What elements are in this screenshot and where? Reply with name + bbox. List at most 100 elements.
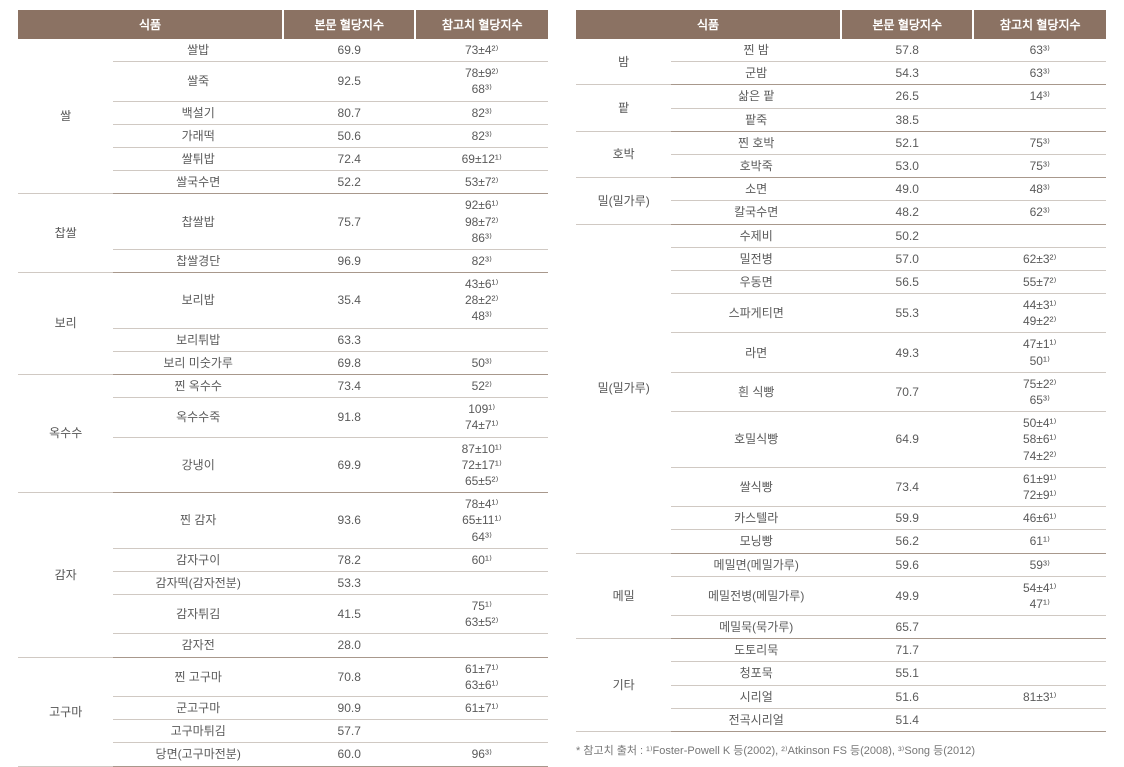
value2-cell: 60¹⁾: [415, 548, 548, 571]
food-cell: 메밀전병(메밀가루): [671, 576, 841, 615]
value2-cell: [973, 708, 1106, 731]
food-cell: 가래떡: [113, 124, 283, 147]
value2-cell: [415, 634, 548, 657]
value1-cell: 52.1: [841, 131, 974, 154]
header-food: 식품: [18, 10, 283, 39]
food-cell: 시리얼: [671, 685, 841, 708]
table-row: 쌀쌀밥69.973±4²⁾: [18, 39, 548, 62]
value2-cell: 62³⁾: [973, 201, 1106, 224]
value1-cell: 51.4: [841, 708, 974, 731]
value2-cell: 96³⁾: [415, 743, 548, 766]
value1-cell: 70.7: [841, 372, 974, 411]
food-cell: 전곡시리얼: [671, 708, 841, 731]
value1-cell: 52.2: [283, 171, 416, 194]
food-cell: 카스텔라: [671, 507, 841, 530]
value1-cell: 56.2: [841, 530, 974, 553]
table-row: 감자찐 감자93.678±4¹⁾65±11¹⁾64³⁾: [18, 493, 548, 549]
value2-cell: 81±3¹⁾: [973, 685, 1106, 708]
right-column: 식품 본문 혈당지수 참고치 혈당지수 밤찐 밤57.863³⁾군밤54.363…: [576, 10, 1106, 767]
table-row: 메밀메밀면(메밀가루)59.659³⁾: [576, 553, 1106, 576]
value1-cell: 57.0: [841, 247, 974, 270]
food-cell: 찹쌀경단: [113, 249, 283, 272]
food-cell: 메밀묵(묵가루): [671, 616, 841, 639]
value1-cell: 64.9: [841, 412, 974, 468]
food-cell: 보리튀밥: [113, 328, 283, 351]
value1-cell: 41.5: [283, 595, 416, 634]
food-cell: 찹쌀밥: [113, 194, 283, 250]
table-row: 밀(밀가루)수제비50.2: [576, 224, 1106, 247]
value1-cell: 49.9: [841, 576, 974, 615]
table-row: 밤찐 밤57.863³⁾: [576, 39, 1106, 62]
value2-cell: [415, 328, 548, 351]
food-cell: 모닝빵: [671, 530, 841, 553]
value1-cell: 78.2: [283, 548, 416, 571]
value2-cell: 14³⁾: [973, 85, 1106, 108]
category-cell: 찹쌀: [18, 194, 113, 273]
food-cell: 호밀식빵: [671, 412, 841, 468]
value1-cell: 53.0: [841, 154, 974, 177]
table-row: 보리보리밥35.443±6¹⁾28±2²⁾48³⁾: [18, 273, 548, 329]
value1-cell: 70.8: [283, 657, 416, 696]
food-cell: 청포묵: [671, 662, 841, 685]
table-row: 기타도토리묵71.7: [576, 639, 1106, 662]
value1-cell: 75.7: [283, 194, 416, 250]
value2-cell: 44±3¹⁾49±2²⁾: [973, 294, 1106, 333]
food-cell: 찐 호박: [671, 131, 841, 154]
value1-cell: 49.0: [841, 178, 974, 201]
category-cell: 고구마: [18, 657, 113, 766]
food-cell: 팥죽: [671, 108, 841, 131]
value2-cell: [973, 616, 1106, 639]
value2-cell: 59³⁾: [973, 553, 1106, 576]
value2-cell: 82³⁾: [415, 249, 548, 272]
value1-cell: 56.5: [841, 270, 974, 293]
value1-cell: 26.5: [841, 85, 974, 108]
food-cell: 칼국수면: [671, 201, 841, 224]
value1-cell: 96.9: [283, 249, 416, 272]
food-cell: 쌀국수면: [113, 171, 283, 194]
value1-cell: 54.3: [841, 62, 974, 85]
header-value1: 본문 혈당지수: [841, 10, 974, 39]
value1-cell: 69.8: [283, 351, 416, 374]
food-cell: 찐 감자: [113, 493, 283, 549]
value1-cell: 35.4: [283, 273, 416, 329]
food-cell: 찐 옥수수: [113, 375, 283, 398]
value2-cell: 52²⁾: [415, 375, 548, 398]
value1-cell: 50.2: [841, 224, 974, 247]
value2-cell: 55±7²⁾: [973, 270, 1106, 293]
category-cell: 밀(밀가루): [576, 224, 671, 553]
value1-cell: 73.4: [841, 467, 974, 506]
food-cell: 찐 밤: [671, 39, 841, 62]
value2-cell: 62±3²⁾: [973, 247, 1106, 270]
food-cell: 쌀밥: [113, 39, 283, 62]
value2-cell: 50±4¹⁾58±6¹⁾74±2²⁾: [973, 412, 1106, 468]
header-value1: 본문 혈당지수: [283, 10, 416, 39]
gi-table-right: 식품 본문 혈당지수 참고치 혈당지수 밤찐 밤57.863³⁾군밤54.363…: [576, 10, 1106, 732]
value1-cell: 55.3: [841, 294, 974, 333]
food-cell: 강냉이: [113, 437, 283, 493]
food-cell: 메밀면(메밀가루): [671, 553, 841, 576]
value1-cell: 57.7: [283, 720, 416, 743]
tables-container: 식품 본문 혈당지수 참고치 혈당지수 쌀쌀밥69.973±4²⁾쌀죽92.57…: [18, 10, 1106, 767]
value2-cell: 92±6¹⁾98±7²⁾86³⁾: [415, 194, 548, 250]
value1-cell: 59.6: [841, 553, 974, 576]
category-cell: 호박: [576, 131, 671, 177]
table-row: 옥수수찐 옥수수73.452²⁾: [18, 375, 548, 398]
category-cell: 밀(밀가루): [576, 178, 671, 224]
left-column: 식품 본문 혈당지수 참고치 혈당지수 쌀쌀밥69.973±4²⁾쌀죽92.57…: [18, 10, 548, 767]
food-cell: 백설기: [113, 101, 283, 124]
value2-cell: [415, 720, 548, 743]
value1-cell: 71.7: [841, 639, 974, 662]
value2-cell: 75±2²⁾65³⁾: [973, 372, 1106, 411]
food-cell: 찐 고구마: [113, 657, 283, 696]
value1-cell: 53.3: [283, 571, 416, 594]
value2-cell: 50³⁾: [415, 351, 548, 374]
food-cell: 우동면: [671, 270, 841, 293]
food-cell: 소면: [671, 178, 841, 201]
header-value2: 참고치 혈당지수: [415, 10, 548, 39]
table-row: 밀(밀가루)소면49.048³⁾: [576, 178, 1106, 201]
value1-cell: 57.8: [841, 39, 974, 62]
value2-cell: 63³⁾: [973, 39, 1106, 62]
food-cell: 호박죽: [671, 154, 841, 177]
food-cell: 삶은 팥: [671, 85, 841, 108]
category-cell: 옥수수: [18, 375, 113, 493]
